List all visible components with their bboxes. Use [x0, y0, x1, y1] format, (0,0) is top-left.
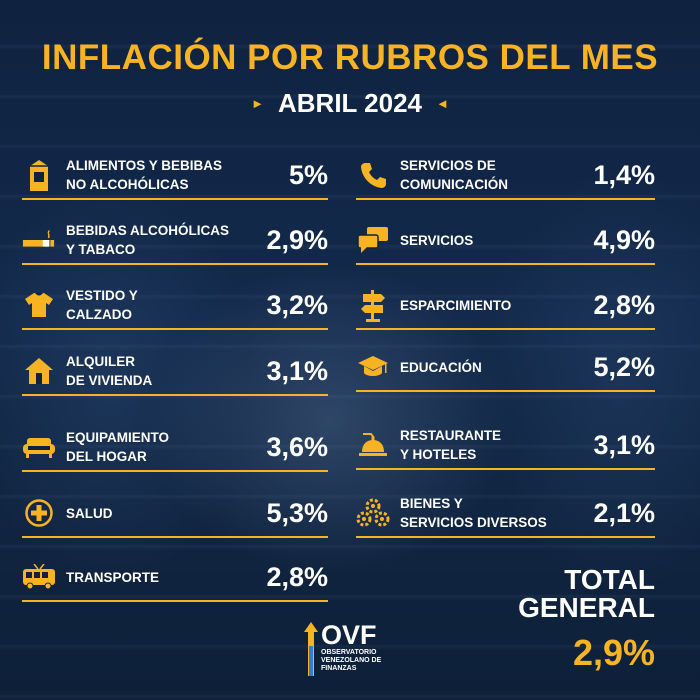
subtitle-row: ► ABRIL 2024 ◄	[0, 88, 700, 119]
category-value: 2,8%	[593, 289, 655, 320]
signpost-icon	[356, 288, 390, 322]
service-bell-icon	[356, 428, 390, 462]
category-label: ESPARCIMIENTO	[400, 297, 512, 313]
category-label: SERVICIOS DE COMUNICACIÓN	[400, 158, 508, 192]
category-label: SERVICIOS	[400, 232, 474, 248]
category-label: VESTIDO Y CALZADO	[66, 288, 138, 322]
category-label: BEBIDAS ALCOHÓLICAS Y TABACO	[66, 223, 230, 257]
category-label: BIENES Y SERVICIOS DIVERSOS	[400, 496, 547, 530]
category-label: EDUCACIÓN	[400, 359, 482, 375]
category-value: 2,1%	[593, 497, 655, 528]
arrow-up-icon	[304, 622, 318, 676]
phone-icon	[356, 158, 390, 192]
category-value: 3,2%	[266, 289, 328, 320]
house-icon	[22, 354, 56, 388]
bus-icon	[22, 560, 56, 594]
category-label: TRANSPORTE	[66, 569, 160, 585]
triangle-right-icon: ►	[251, 96, 264, 111]
category-value: 4,9%	[593, 224, 655, 255]
category-row-vestido: VESTIDO Y CALZADO 3,2%	[22, 282, 328, 330]
sofa-icon	[22, 430, 56, 464]
category-value: 5%	[288, 159, 328, 190]
category-label: EQUIPAMIENTO DEL HOGAR	[66, 430, 170, 464]
category-label: RESTAURANTE Y HOTELES	[400, 428, 501, 462]
category-row-bienes: BIENES Y SERVICIOS DIVERSOS 2,1%	[356, 490, 655, 538]
cigarette-icon	[22, 223, 56, 257]
food-carton-icon	[22, 158, 56, 192]
category-value: 2,9%	[266, 224, 328, 255]
chat-bubbles-icon	[356, 223, 390, 257]
tshirt-icon	[22, 288, 56, 322]
logo-text: OVF OBSERVATORIO VENEZOLANO DE FINANZAS	[321, 622, 381, 673]
total-value: 2,9%	[572, 632, 655, 673]
category-row-transporte: TRANSPORTE 2,8%	[22, 554, 328, 602]
category-row-bebidas: BEBIDAS ALCOHÓLICAS Y TABACO 2,9%	[22, 217, 328, 265]
category-label: ALQUILER DE VIVIENDA	[66, 354, 153, 388]
category-row-restaurante: RESTAURANTE Y HOTELES 3,1%	[356, 422, 655, 470]
category-value: 3,1%	[593, 429, 655, 460]
category-value: 5,2%	[593, 351, 655, 382]
category-row-educacion: EDUCACIÓN 5,2%	[356, 344, 655, 392]
category-row-alimentos: ALIMENTOS Y BEBIBAS NO ALCOHÓLICAS 5%	[22, 152, 328, 200]
graduation-cap-icon	[356, 350, 390, 384]
category-value: 5,3%	[266, 497, 328, 528]
total-label: TOTAL GENERAL	[518, 564, 655, 623]
category-row-equipamiento: EQUIPAMIENTO DEL HOGAR 3,6%	[22, 424, 328, 472]
logo-mark: OVF	[321, 620, 377, 650]
health-cross-icon	[22, 496, 56, 530]
category-row-salud: SALUD 5,3%	[22, 490, 328, 538]
category-value: 3,1%	[266, 355, 328, 386]
category-row-servicios: SERVICIOS 4,9%	[356, 217, 655, 265]
category-row-comunicacion: SERVICIOS DE COMUNICACIÓN 1,4%	[356, 152, 655, 200]
page-subtitle: ABRIL 2024	[277, 88, 423, 118]
category-value: 3,6%	[266, 431, 328, 462]
category-row-alquiler: ALQUILER DE VIVIENDA 3,1%	[22, 348, 328, 396]
category-value: 1,4%	[593, 159, 655, 190]
category-label: ALIMENTOS Y BEBIBAS NO ALCOHÓLICAS	[66, 158, 223, 192]
logo-name: OBSERVATORIO VENEZOLANO DE FINANZAS	[321, 649, 382, 672]
category-value: 2,8%	[266, 561, 328, 592]
category-row-esparcimiento: ESPARCIMIENTO 2,8%	[356, 282, 655, 330]
gears-icon	[356, 496, 390, 530]
ovf-logo: OVF OBSERVATORIO VENEZOLANO DE FINANZAS	[304, 622, 404, 678]
page-title: INFLACIÓN POR RUBROS DEL MES	[41, 38, 659, 77]
category-label: SALUD	[66, 505, 113, 521]
triangle-left-icon: ◄	[436, 96, 449, 111]
